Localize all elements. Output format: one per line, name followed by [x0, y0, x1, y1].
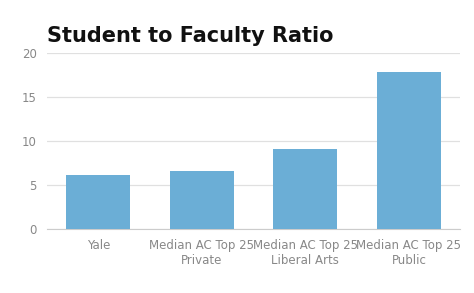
Bar [377, 72, 441, 229]
Bar [273, 149, 337, 229]
Bar [170, 171, 234, 229]
Text: Student to Faculty Ratio: Student to Faculty Ratio [47, 25, 334, 46]
Bar [66, 175, 130, 229]
